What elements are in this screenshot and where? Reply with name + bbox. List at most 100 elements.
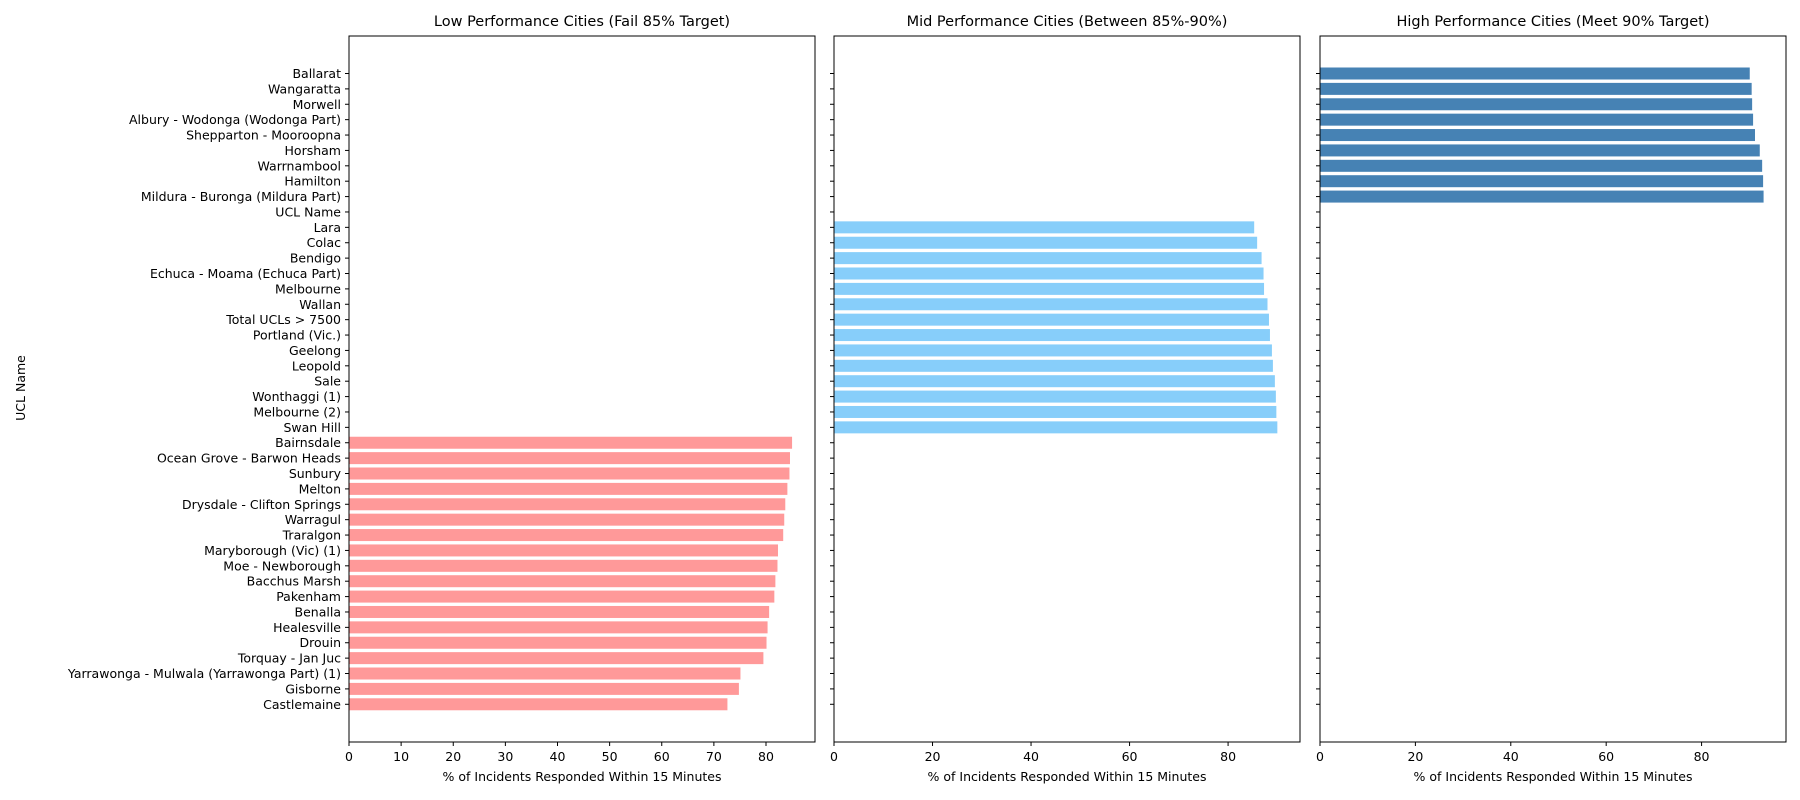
- plot-frame: [348, 35, 816, 743]
- y-tick-label: Torquay - Jan Juc: [237, 651, 341, 666]
- y-axis-label: UCL Name: [13, 355, 28, 421]
- x-tick-label: 60: [1122, 749, 1138, 764]
- bar: [349, 513, 785, 526]
- y-tick-label: Gisborne: [285, 681, 341, 696]
- y-tick-label: Drysdale - Clifton Springs: [182, 497, 341, 512]
- y-tick-label: Colac: [307, 235, 342, 250]
- x-tick-label: 50: [602, 749, 618, 764]
- bar: [349, 698, 728, 711]
- x-axis-label: % of Incidents Responded Within 15 Minut…: [928, 769, 1207, 784]
- bar: [349, 544, 778, 557]
- y-tick-label: Yarrawonga - Mulwala (Yarrawonga Part) (…: [67, 666, 341, 681]
- bar: [834, 267, 1264, 280]
- bar: [1320, 129, 1755, 142]
- x-tick-label: 10: [393, 749, 409, 764]
- y-tick-label: Melbourne: [275, 281, 341, 296]
- y-tick-label: Drouin: [300, 635, 341, 650]
- y-tick-label: Pakenham: [276, 589, 341, 604]
- y-tick-label: Ocean Grove - Barwon Heads: [157, 451, 341, 466]
- x-tick-label: 0: [1316, 749, 1324, 764]
- y-tick-label: Wangaratta: [268, 81, 341, 96]
- bar: [349, 482, 788, 495]
- x-tick-label: 0: [830, 749, 838, 764]
- x-tick-label: 20: [1407, 749, 1423, 764]
- y-tick-label: Mildura - Buronga (Mildura Part): [141, 189, 341, 204]
- y-tick-label: Bairnsdale: [275, 435, 341, 450]
- x-axis-label: % of Incidents Responded Within 15 Minut…: [1414, 769, 1693, 784]
- y-tick-label: Total UCLs > 7500: [225, 312, 341, 327]
- y-tick-label: Moe - Newborough: [223, 558, 341, 573]
- y-tick-label: Melbourne (2): [253, 404, 341, 419]
- bar: [834, 359, 1273, 372]
- y-tick-label: Hamilton: [284, 174, 341, 189]
- bar: [349, 621, 768, 634]
- y-tick-label: Leopold: [292, 358, 341, 373]
- x-tick-label: 40: [1023, 749, 1039, 764]
- plot-frame: [833, 35, 1301, 743]
- x-tick-label: 40: [550, 749, 566, 764]
- bar: [349, 605, 770, 618]
- y-tick-label: Swan Hill: [283, 420, 341, 435]
- x-axis-label: % of Incidents Responded Within 15 Minut…: [443, 769, 722, 784]
- bar: [349, 559, 778, 572]
- y-tick-label: Portland (Vic.): [253, 328, 341, 343]
- bar: [1320, 113, 1754, 126]
- y-tick-label: Bendigo: [290, 251, 341, 266]
- x-tick-label: 30: [497, 749, 513, 764]
- bar: [1320, 82, 1752, 95]
- bar: [349, 575, 776, 588]
- panel-1: Low Performance Cities (Fail 85% Target)…: [67, 14, 816, 784]
- x-tick-label: 40: [1503, 749, 1519, 764]
- y-tick-label: Benalla: [295, 604, 341, 619]
- bar: [1320, 175, 1764, 188]
- bar: [349, 667, 741, 680]
- y-tick-label: Traralgon: [282, 528, 341, 543]
- x-tick-label: 20: [445, 749, 461, 764]
- bar: [349, 636, 767, 649]
- bar: [834, 236, 1258, 249]
- bar: [349, 682, 739, 695]
- panels: Low Performance Cities (Fail 85% Target)…: [67, 14, 1787, 784]
- x-tick-label: 80: [1694, 749, 1710, 764]
- y-tick-label: Warragul: [285, 512, 341, 527]
- x-tick-label: 70: [706, 749, 722, 764]
- x-tick-label: 80: [1220, 749, 1236, 764]
- bar: [349, 652, 764, 665]
- panel-2: Mid Performance Cities (Between 85%-90%)…: [830, 14, 1301, 784]
- bar: [349, 529, 784, 542]
- y-tick-label: Healesville: [273, 620, 341, 635]
- x-tick-label: 80: [758, 749, 774, 764]
- y-tick-label: Maryborough (Vic) (1): [204, 543, 341, 558]
- bar: [349, 590, 775, 603]
- bar: [834, 405, 1277, 418]
- x-tick-label: 0: [345, 749, 353, 764]
- x-tick-label: 20: [925, 749, 941, 764]
- y-tick-label: Castlemaine: [263, 697, 341, 712]
- bar: [349, 452, 790, 465]
- y-tick-label: Horsham: [285, 143, 341, 158]
- y-tick-label: Lara: [314, 220, 341, 235]
- x-tick-label: 60: [654, 749, 670, 764]
- bar: [1320, 144, 1760, 157]
- y-tick-label: Melton: [299, 481, 341, 496]
- bar: [834, 375, 1275, 388]
- y-tick-label: Sunbury: [289, 466, 342, 481]
- bar: [1320, 98, 1753, 111]
- x-tick-label: 60: [1598, 749, 1614, 764]
- y-tick-label: Wallan: [299, 297, 341, 312]
- bar: [349, 467, 790, 480]
- y-tick-label: Wonthaggi (1): [252, 389, 341, 404]
- bar: [834, 298, 1268, 311]
- y-tick-label: Ballarat: [292, 66, 341, 81]
- bar: [834, 329, 1270, 342]
- y-tick-label: Sale: [314, 374, 341, 389]
- panel-title: High Performance Cities (Meet 90% Target…: [1396, 14, 1709, 30]
- bar: [1320, 67, 1750, 80]
- panel-3: High Performance Cities (Meet 90% Target…: [1316, 14, 1787, 784]
- y-tick-label: Albury - Wodonga (Wodonga Part): [129, 112, 341, 127]
- bar: [834, 313, 1269, 326]
- bar: [834, 221, 1255, 234]
- bar: [349, 498, 786, 511]
- y-tick-label: Bacchus Marsh: [247, 574, 341, 589]
